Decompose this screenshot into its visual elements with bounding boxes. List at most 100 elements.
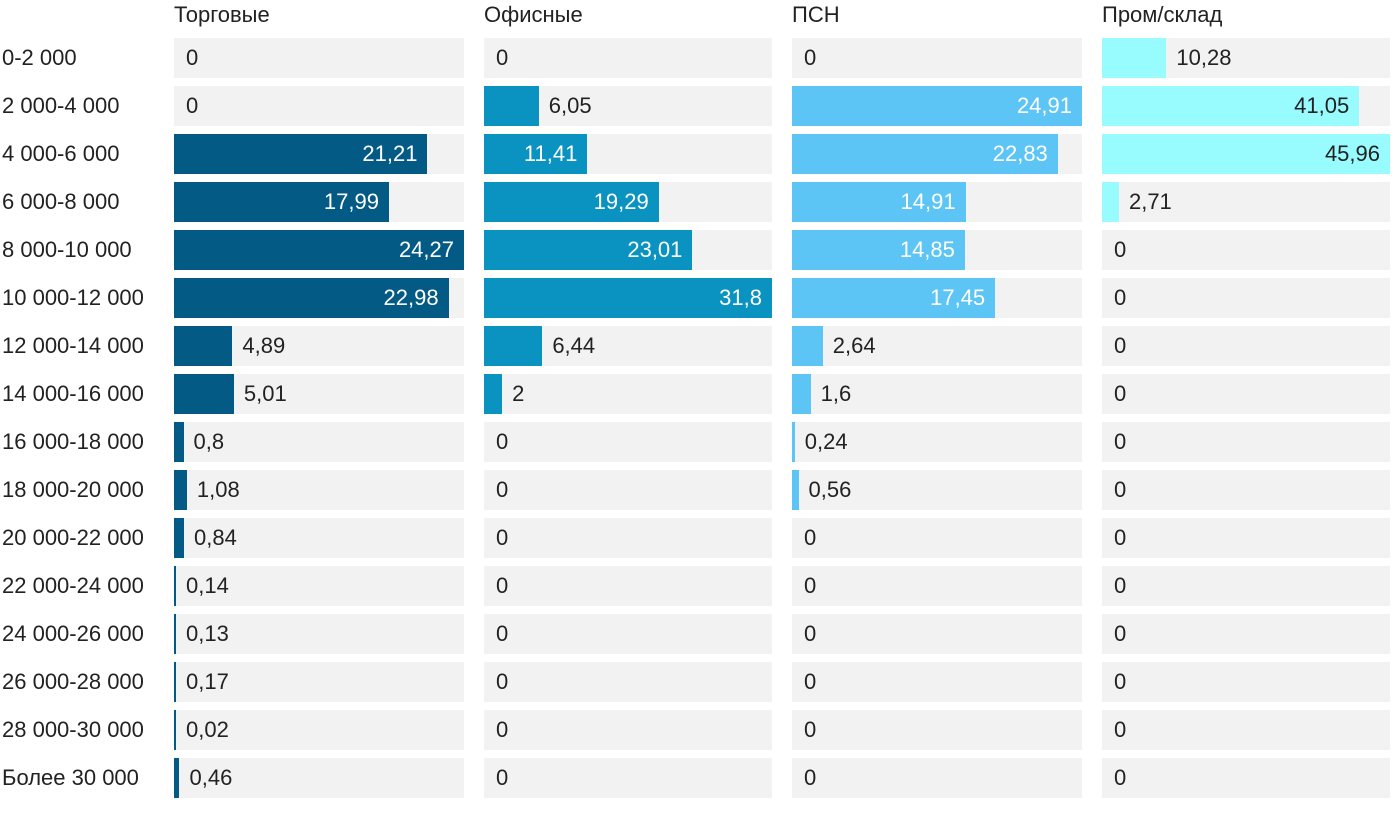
bar-track: 0 [484, 758, 772, 798]
bar-track: 14,85 [792, 230, 1082, 270]
data-label: 0 [496, 765, 509, 790]
bar-track: 10,28 [1102, 38, 1390, 78]
bar-track: 0 [1102, 230, 1390, 270]
bar [484, 86, 539, 126]
bar-track: 17,99 [174, 182, 464, 222]
series-title: Офисные [484, 2, 583, 27]
data-label: 0 [496, 477, 509, 502]
data-label: 0 [1114, 525, 1127, 550]
bar [174, 230, 464, 270]
bar [174, 134, 428, 174]
bar-track: 0 [792, 38, 1082, 78]
data-label: 0 [804, 765, 817, 790]
series-title: ПСН [792, 2, 840, 27]
bar-track: 0 [484, 422, 772, 462]
bar [792, 422, 795, 462]
bar-track: 45,96 [1102, 134, 1390, 174]
bar-track: 0 [1102, 614, 1390, 654]
bar [484, 278, 772, 318]
data-label: 0 [804, 669, 817, 694]
row-label: 16 000-18 000 [2, 429, 144, 454]
bar [1102, 134, 1390, 174]
bar-track: 0,02 [174, 710, 464, 750]
bar-track: 0 [1102, 758, 1390, 798]
data-label: 0 [1114, 429, 1127, 454]
row-label: 28 000-30 000 [2, 717, 144, 742]
row-label: 2 000-4 000 [2, 93, 120, 118]
data-label: 2,64 [832, 333, 876, 358]
bar-track: 0 [1102, 662, 1390, 702]
bar [174, 326, 233, 366]
data-label: 0 [496, 621, 509, 646]
bar-track: 17,45 [792, 278, 1082, 318]
data-label: 0 [496, 669, 509, 694]
bar-track: 0 [484, 470, 772, 510]
bar-track: 0 [484, 518, 772, 558]
bar [484, 182, 659, 222]
row-label: 26 000-28 000 [2, 669, 144, 694]
bar-track: 4,89 [174, 326, 464, 366]
bar-track: 0 [792, 518, 1082, 558]
data-label: 0,24 [804, 429, 848, 454]
data-label: 0,02 [186, 717, 229, 742]
row-label: Более 30 000 [2, 765, 139, 790]
data-label: 22,98 [383, 285, 439, 310]
series-title: Пром/склад [1102, 2, 1223, 27]
bar-track: 19,29 [484, 182, 772, 222]
data-label: 17,45 [930, 285, 986, 310]
bar-track: 0 [174, 86, 464, 126]
data-label: 1,6 [820, 381, 852, 406]
bar [792, 374, 811, 414]
bar-track: 14,91 [792, 182, 1082, 222]
data-label: 0 [804, 45, 817, 70]
bar [174, 566, 176, 606]
row-label: 14 000-16 000 [2, 381, 144, 406]
bar-track: 31,8 [484, 278, 772, 318]
data-label: 21,21 [362, 141, 418, 166]
data-label: 2,71 [1128, 189, 1172, 214]
bar-track: 0 [484, 662, 772, 702]
data-label: 6,05 [548, 93, 592, 118]
bar-track: 0 [484, 614, 772, 654]
row-label: 18 000-20 000 [2, 477, 144, 502]
bar-track: 23,01 [484, 230, 772, 270]
bar [792, 134, 1058, 174]
row-label: 4 000-6 000 [2, 141, 120, 166]
bar-track: 41,05 [1102, 86, 1390, 126]
bar-track: 0 [792, 662, 1082, 702]
data-label: 0 [1114, 381, 1127, 406]
bar-track: 0 [174, 38, 464, 78]
bar-track: 0 [1102, 278, 1390, 318]
row-label: 6 000-8 000 [2, 189, 120, 214]
bar-track: 0,13 [174, 614, 464, 654]
data-label: 0,84 [194, 525, 237, 550]
data-label: 0 [1114, 285, 1127, 310]
data-label: 0 [804, 717, 817, 742]
data-label: 6,44 [552, 333, 596, 358]
data-label: 0 [1114, 621, 1127, 646]
bar [792, 326, 823, 366]
data-label: 24,91 [1016, 93, 1072, 118]
data-label: 31,8 [719, 285, 762, 310]
bar-track: 0,84 [174, 518, 464, 558]
bar-track: 0 [1102, 326, 1390, 366]
data-label: 0 [1114, 669, 1127, 694]
bar [174, 518, 185, 558]
data-label: 22,83 [992, 141, 1048, 166]
bar-track: 2 [484, 374, 772, 414]
data-label: 0 [496, 525, 509, 550]
bar-track: 2,64 [792, 326, 1082, 366]
bar-track: 0,56 [792, 470, 1082, 510]
bar [174, 758, 180, 798]
data-label: 1,08 [196, 477, 240, 502]
bar-track: 0 [792, 566, 1082, 606]
bar-track: 0,24 [792, 422, 1082, 462]
bar-track: 21,21 [174, 134, 464, 174]
series-title: Торговые [174, 2, 270, 27]
data-label: 0,17 [186, 669, 229, 694]
data-label: 41,05 [1294, 93, 1350, 118]
bar-track: 0,46 [174, 758, 464, 798]
bar-track: 1,6 [792, 374, 1082, 414]
bar-track: 0 [1102, 422, 1390, 462]
